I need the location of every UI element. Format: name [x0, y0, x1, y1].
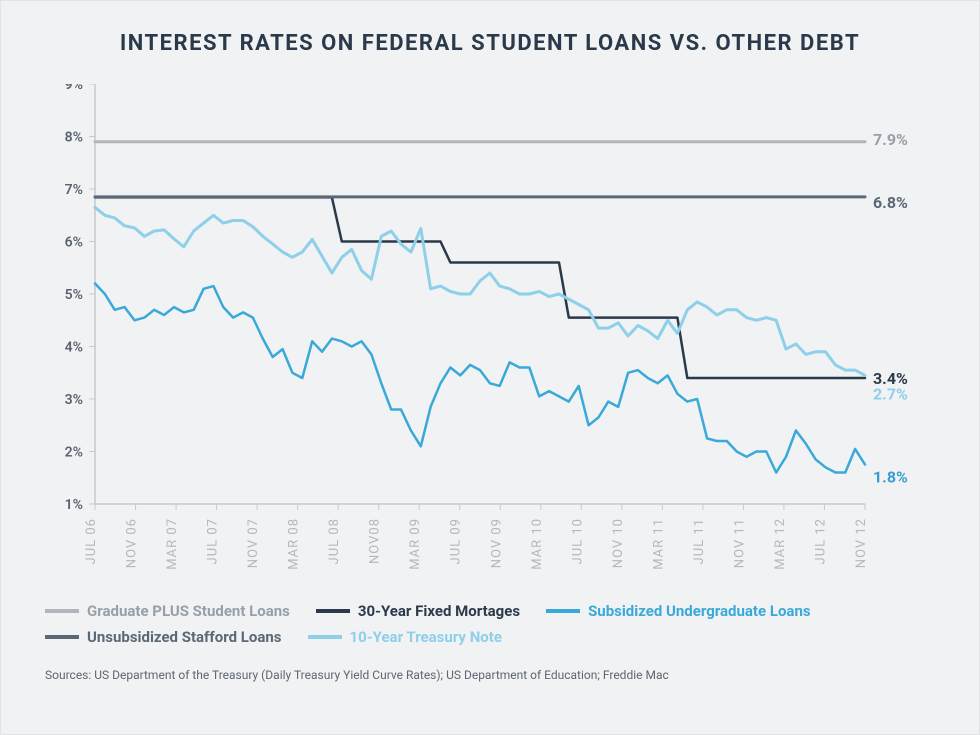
svg-text:MAR 10: MAR 10 [530, 518, 545, 570]
svg-text:9%: 9% [65, 84, 83, 93]
svg-text:4%: 4% [65, 340, 83, 356]
svg-text:JUL 07: JUL 07 [206, 518, 221, 564]
svg-text:MAR 08: MAR 08 [287, 518, 302, 570]
chart-card: INTEREST RATES ON FEDERAL STUDENT LOANS … [0, 0, 980, 735]
svg-text:JUL 08: JUL 08 [327, 518, 342, 564]
legend-label: 10-Year Treasury Note [350, 628, 502, 646]
series-end-label: 6.8% [873, 193, 908, 212]
series-end-label: 1.8% [873, 468, 908, 487]
svg-text:1%: 1% [65, 497, 83, 513]
svg-text:JUL 11: JUL 11 [692, 518, 707, 564]
legend-swatch [45, 635, 79, 639]
svg-text:2%: 2% [65, 445, 83, 461]
legend: Graduate PLUS Student Loans 30-Year Fixed… [45, 602, 935, 646]
svg-text:JUL 12: JUL 12 [813, 518, 828, 564]
svg-text:6%: 6% [65, 235, 83, 251]
svg-text:NOV 07: NOV 07 [246, 518, 261, 568]
svg-text:3%: 3% [65, 392, 83, 408]
legend-item: 10-Year Treasury Note [308, 628, 502, 646]
legend-swatch [308, 635, 342, 639]
svg-text:JUL 06: JUL 06 [84, 518, 99, 564]
svg-text:8%: 8% [65, 130, 83, 146]
svg-text:NOV 11: NOV 11 [732, 518, 747, 568]
series-end-label: 7.9% [873, 130, 908, 149]
svg-text:NOV 10: NOV 10 [611, 518, 626, 568]
svg-text:MAR 09: MAR 09 [408, 518, 423, 570]
legend-item: Subsidized Undergraduate Loans [546, 602, 811, 620]
svg-text:MAR 12: MAR 12 [773, 518, 788, 570]
svg-text:NOV 09: NOV 09 [489, 518, 504, 568]
legend-item: Unsubsidized Stafford Loans [45, 628, 282, 646]
svg-text:JUL 10: JUL 10 [570, 518, 585, 564]
legend-swatch [546, 609, 580, 613]
legend-item: 30-Year Fixed Mortages [316, 602, 520, 620]
legend-label: 30-Year Fixed Mortages [358, 602, 520, 620]
svg-text:JUL 09: JUL 09 [449, 518, 464, 564]
svg-text:MAR 07: MAR 07 [165, 518, 180, 570]
sources-text: Sources: US Department of the Treasury (… [45, 668, 935, 682]
svg-text:NOV 06: NOV 06 [125, 518, 140, 568]
series-line [95, 207, 865, 375]
svg-text:MAR 11: MAR 11 [651, 518, 666, 570]
series-end-label: 2.7% [873, 384, 908, 403]
svg-text:NOV08: NOV08 [368, 518, 383, 564]
chart-area: 1% 2% 3% 4% 5% 6% 7% 8% 9% JUL 06 NOV 06 MAR 07 JUL … [45, 84, 935, 572]
legend-label: Unsubsidized Stafford Loans [87, 628, 282, 646]
line-chart-svg: 1% 2% 3% 4% 5% 6% 7% 8% 9% JUL 06 NOV 06 MAR 07 JUL … [45, 84, 927, 572]
legend-label: Graduate PLUS Student Loans [87, 602, 290, 620]
legend-item: Graduate PLUS Student Loans [45, 602, 290, 620]
legend-label: Subsidized Undergraduate Loans [588, 602, 811, 620]
legend-swatch [316, 609, 350, 613]
svg-text:NOV 12: NOV 12 [854, 518, 869, 568]
chart-title: INTEREST RATES ON FEDERAL STUDENT LOANS … [45, 31, 935, 56]
svg-text:5%: 5% [65, 287, 83, 303]
legend-swatch [45, 609, 79, 613]
svg-text:7%: 7% [65, 182, 83, 198]
